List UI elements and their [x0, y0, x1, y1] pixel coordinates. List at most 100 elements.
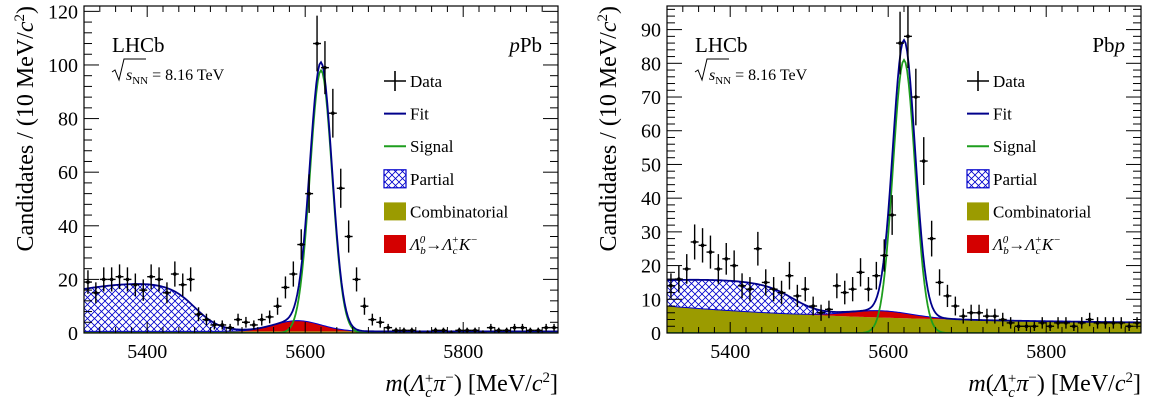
data-point [212, 323, 217, 327]
misid-arrow: → [1008, 235, 1025, 254]
data-point [1103, 321, 1108, 325]
data-point [228, 325, 232, 330]
data-point [1008, 321, 1013, 325]
legend-combinatorial-marker [384, 202, 406, 221]
data-point [196, 312, 201, 317]
data-point [1048, 324, 1052, 329]
legend: Data Fit Signal Partial Combinatorial Λb0→Λc+… [966, 71, 1091, 257]
legend-partial-label: Partial [993, 170, 1038, 189]
data-point [914, 95, 918, 99]
legend-partial-label: Partial [410, 170, 455, 189]
data-point [244, 320, 248, 325]
data-point [370, 317, 375, 322]
x-tick-label: 5600 [868, 341, 908, 363]
data-point [842, 290, 847, 295]
data-point [795, 294, 800, 298]
misid-lb-sup: 0 [1003, 234, 1009, 246]
chart-panel-ppb: 5400 5600 5800 0 20 40 60 80 100 120 m(Λc+π−) [MeV… [0, 0, 583, 401]
sqrt-sign [111, 58, 146, 82]
misid-lb: Λ [991, 235, 1004, 254]
collision-label: Pbp [1092, 33, 1125, 57]
legend-fit-label: Fit [993, 105, 1012, 124]
x-axis-title: m(Λc+π−) [MeV/c2] [968, 370, 1141, 400]
y-tick-label: 60 [641, 121, 661, 143]
data-point [465, 328, 469, 333]
data-point [763, 280, 768, 285]
data-point [1016, 324, 1021, 329]
data-point [520, 325, 525, 330]
y-title-main: Candidates / (10 MeV/ [596, 32, 622, 252]
x-title-lambda: Λ [992, 371, 1009, 397]
data-point [803, 287, 808, 291]
data-point [496, 328, 501, 333]
data-point [544, 325, 548, 330]
data-point [331, 111, 335, 116]
x-tick-label: 5600 [285, 341, 325, 363]
data-point [827, 307, 831, 312]
data-point [386, 325, 390, 330]
x-title-sub: c [1008, 385, 1015, 400]
energy-sub: NN [715, 75, 731, 87]
data-point [953, 304, 958, 308]
data-point [188, 277, 193, 282]
x-title-two: 2 [543, 370, 551, 386]
legend-misid-marker [384, 235, 406, 253]
x-title-sup: + [425, 371, 433, 387]
data-point [756, 246, 760, 251]
data-point [252, 323, 256, 327]
x-title-paren: ( [403, 371, 411, 397]
data-point [850, 287, 855, 291]
data-point [779, 290, 784, 295]
data-point [489, 325, 493, 330]
y-axis-title: Candidates / (10 MeV/c2) [12, 6, 39, 251]
plot-area [84, 15, 558, 333]
x-title-m: m [968, 371, 985, 397]
energy-s: s [709, 67, 715, 84]
data-point [993, 314, 997, 318]
data-point [299, 242, 304, 247]
data-point [819, 310, 823, 315]
legend-fit-label: Fit [410, 105, 429, 124]
y-title-c: c [596, 21, 622, 32]
legend-partial-marker [966, 169, 990, 189]
data-point [961, 314, 966, 318]
data-point [748, 287, 752, 291]
data-point [969, 310, 973, 315]
data-point [275, 304, 280, 308]
data-point [323, 65, 327, 70]
data-point [1056, 321, 1060, 325]
legend-misid-label: Λb0→Λc+K− [408, 234, 478, 257]
x-title-close: ] [1133, 371, 1141, 397]
chart-panel-pbp: 5400 5600 5800 0 10 20 30 40 50 60 70 80 90 m(Λc+π−) … [583, 0, 1166, 401]
misid-lc-sup: + [1034, 234, 1041, 246]
experiment-label: LHCb [112, 33, 165, 57]
energy-s: s [126, 67, 132, 84]
signal-curve [667, 58, 1141, 333]
misid-arrow: → [425, 235, 442, 254]
legend-combinatorial-label: Combinatorial [993, 202, 1091, 221]
y-tick-label: 90 [641, 20, 661, 42]
data-point [977, 310, 981, 315]
signal-curve [84, 68, 558, 333]
data-point [410, 328, 414, 333]
data-point [1032, 324, 1037, 329]
partial-area [84, 283, 558, 332]
x-title-c: c [1115, 371, 1126, 397]
collision-p: p [1113, 33, 1126, 57]
x-axis-title: m(Λc+π−) [MeV/c2] [385, 370, 558, 400]
data-point [1095, 321, 1100, 325]
y-tick-label: 50 [641, 154, 661, 176]
misid-area [667, 306, 1141, 323]
misid-k-sup: − [1053, 234, 1060, 246]
data-point [204, 317, 209, 322]
data-point [1064, 321, 1068, 325]
data-point [457, 328, 462, 333]
y-tick-label: 0 [68, 323, 78, 345]
legend-partial-marker [383, 169, 407, 189]
y-axis-title: Candidates / (10 MeV/c2) [595, 6, 622, 251]
legend-signal-label: Signal [993, 137, 1037, 156]
y-tick-label: 0 [651, 323, 661, 345]
energy-label: sNN = 8.16 TeV [709, 67, 808, 87]
